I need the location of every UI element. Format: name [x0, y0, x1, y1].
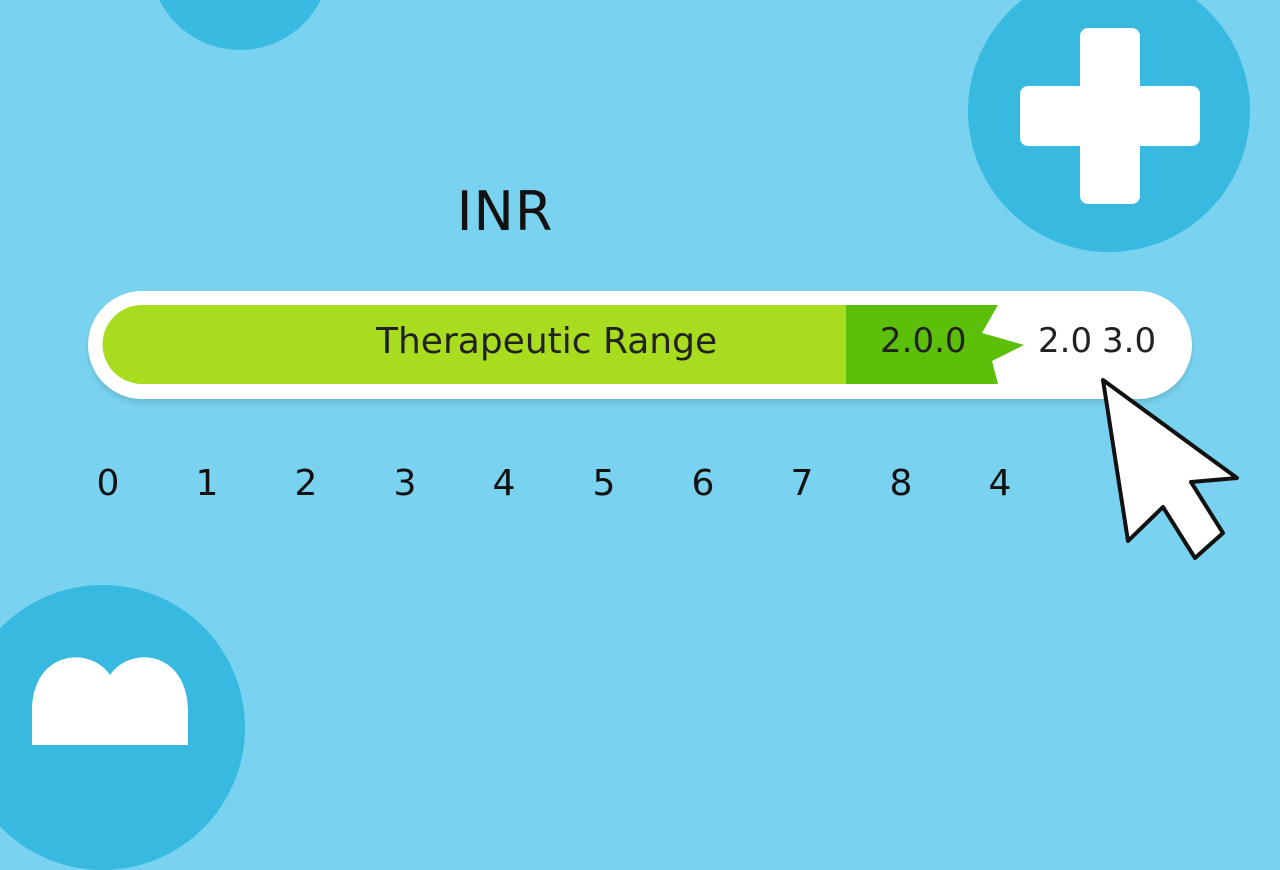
- inr-range-bar: Therapeutic Range 2.0.0 2.0 3.0: [88, 291, 1192, 399]
- plus-icon: [1020, 28, 1200, 204]
- scale-tick: 8: [889, 463, 913, 504]
- scale-tick: 2: [294, 463, 318, 504]
- page-title: INR: [456, 180, 554, 243]
- therapeutic-range-label: Therapeutic Range: [376, 321, 718, 362]
- scale-tick: 3: [393, 463, 417, 504]
- decorative-blob: [150, 0, 330, 50]
- heart-icon: [31, 657, 189, 745]
- heart-badge: [0, 585, 245, 870]
- range-fill: [102, 305, 1024, 384]
- scale-tick: 7: [790, 463, 814, 504]
- scale-tick: 0: [96, 463, 120, 504]
- range-high: 3.0: [1102, 321, 1157, 361]
- scale-tick: 4: [988, 463, 1012, 504]
- scale-tick: 4: [492, 463, 516, 504]
- scale-tick: 5: [592, 463, 616, 504]
- range-low: 2.0: [1038, 321, 1093, 361]
- plus-badge: [968, 0, 1250, 252]
- scale-tick: 1: [195, 463, 219, 504]
- cursor-arrow-icon: [1101, 378, 1239, 560]
- flag-value: 2.0.0: [880, 321, 967, 361]
- scale-tick: 6: [691, 463, 715, 504]
